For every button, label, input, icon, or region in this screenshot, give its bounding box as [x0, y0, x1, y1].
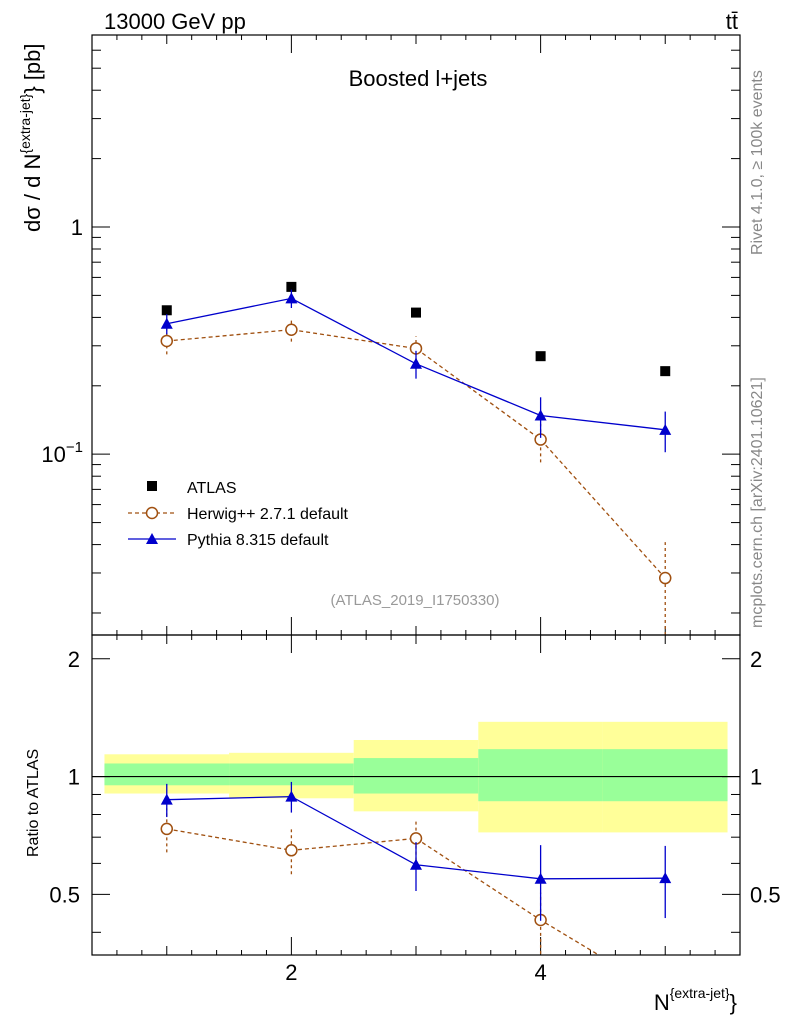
ratio-pythia-point	[285, 790, 298, 802]
energy-label: 13000 GeV pp	[104, 9, 246, 34]
ratio-frame	[91, 634, 741, 956]
legend-pythia-label: Pythia 8.315 default	[187, 532, 329, 549]
main-pythia-point	[659, 423, 672, 435]
ratio-pythia-point	[534, 872, 547, 884]
legend-entry-herwig: Herwig++ 2.7.1 default	[128, 506, 349, 523]
ratio-xtick-label: 4	[534, 960, 546, 985]
main-herwig-point	[285, 323, 298, 336]
ratio-ytick-label-right: 0.5	[750, 882, 781, 907]
main-atlas-point	[535, 351, 546, 362]
ratio-pythia-point	[659, 872, 672, 884]
legend-herwig-marker	[145, 506, 159, 520]
ratio-xlabel: N{extra-jet}}	[654, 985, 737, 1015]
main-pythia-point	[160, 317, 173, 329]
main-pythia-point	[410, 357, 422, 369]
ratio-panel: 2 2 1 1 0.5 0.5 2 4 Ratio to ATLAS N{extra-jet}…	[25, 634, 781, 1015]
main-panel: 1 10−1 Boosted l+jets (ATLAS_2019_I175033…	[17, 34, 741, 636]
ratio-ylabel: Ratio to ATLAS	[25, 749, 42, 857]
main-atlas-point	[660, 366, 671, 377]
main-herwig-point	[658, 571, 672, 585]
legend-atlas-label: ATLAS	[187, 480, 237, 497]
ratio-herwig-point	[285, 844, 298, 857]
main-ylabel: dσ / d N{extra-jet}} [pb]	[17, 44, 45, 232]
ratio-ytick-label-right: 2	[750, 647, 762, 672]
ratio-xlabel-sup: {extra-jet}	[670, 985, 730, 1001]
ratio-herwig-line	[166, 828, 601, 955]
rivet-label: Rivet 4.1.0, ≥ 100k events	[749, 70, 766, 255]
main-ytick-label-base: 10	[41, 442, 65, 467]
main-ylabel-sup: {extra-jet}	[17, 93, 33, 153]
main-ytick-label-exp: −1	[66, 439, 83, 456]
main-ylabel-tail: } [pb]	[20, 44, 45, 94]
main-plot-area: 1 10−1	[41, 34, 740, 635]
main-pythia-point	[534, 409, 547, 421]
mcplots-label: mcplots.cern.ch [arXiv:2401.10621]	[749, 377, 766, 628]
ratio-band-green	[229, 763, 354, 786]
legend: ATLAS Herwig++ 2.7.1 default Pythia 8.31…	[128, 480, 349, 549]
main-herwig-point	[160, 334, 174, 348]
ratio-pythia-point	[160, 793, 173, 805]
ratio-plot-area: 2 2 1 1 0.5 0.5 2 4	[49, 635, 781, 985]
main-title: Boosted l+jets	[349, 66, 488, 91]
main-atlas-point	[286, 281, 297, 292]
ratio-band-green	[104, 763, 230, 786]
ratio-xlabel-main: N	[654, 990, 670, 1015]
main-atlas-point	[161, 305, 172, 316]
ratio-band-green	[353, 758, 479, 794]
ratio-xlabel-tail: }	[730, 990, 737, 1015]
ratio-band-green	[478, 749, 603, 802]
ratio-ytick-label-left: 0.5	[49, 882, 80, 907]
ratio-herwig-point	[160, 822, 174, 836]
main-pythia-point	[285, 292, 298, 304]
ratio-ytick-label-right: 1	[750, 765, 762, 790]
legend-pythia-marker	[146, 533, 158, 544]
ratio-band-green	[602, 749, 728, 802]
main-ytick-label: 10−1	[41, 439, 83, 467]
ratio-ytick-label-left: 2	[68, 647, 80, 672]
process-label: tt̄	[726, 9, 738, 34]
main-ylabel-main: dσ / d N	[20, 154, 45, 232]
ratio-ytick-label-left: 1	[68, 765, 80, 790]
legend-atlas-marker	[147, 481, 157, 491]
ratio-series-group	[160, 781, 672, 955]
legend-herwig-label: Herwig++ 2.7.1 default	[187, 506, 349, 523]
ratio-xtick-label: 2	[285, 960, 297, 985]
ratio-pythia-point	[410, 858, 422, 870]
main-ytick-label: 1	[71, 215, 83, 240]
legend-entry-pythia: Pythia 8.315 default	[128, 532, 329, 549]
main-atlas-point	[411, 307, 421, 318]
analysis-label: (ATLAS_2019_I1750330)	[330, 592, 499, 609]
legend-entry-atlas: ATLAS	[147, 480, 237, 497]
